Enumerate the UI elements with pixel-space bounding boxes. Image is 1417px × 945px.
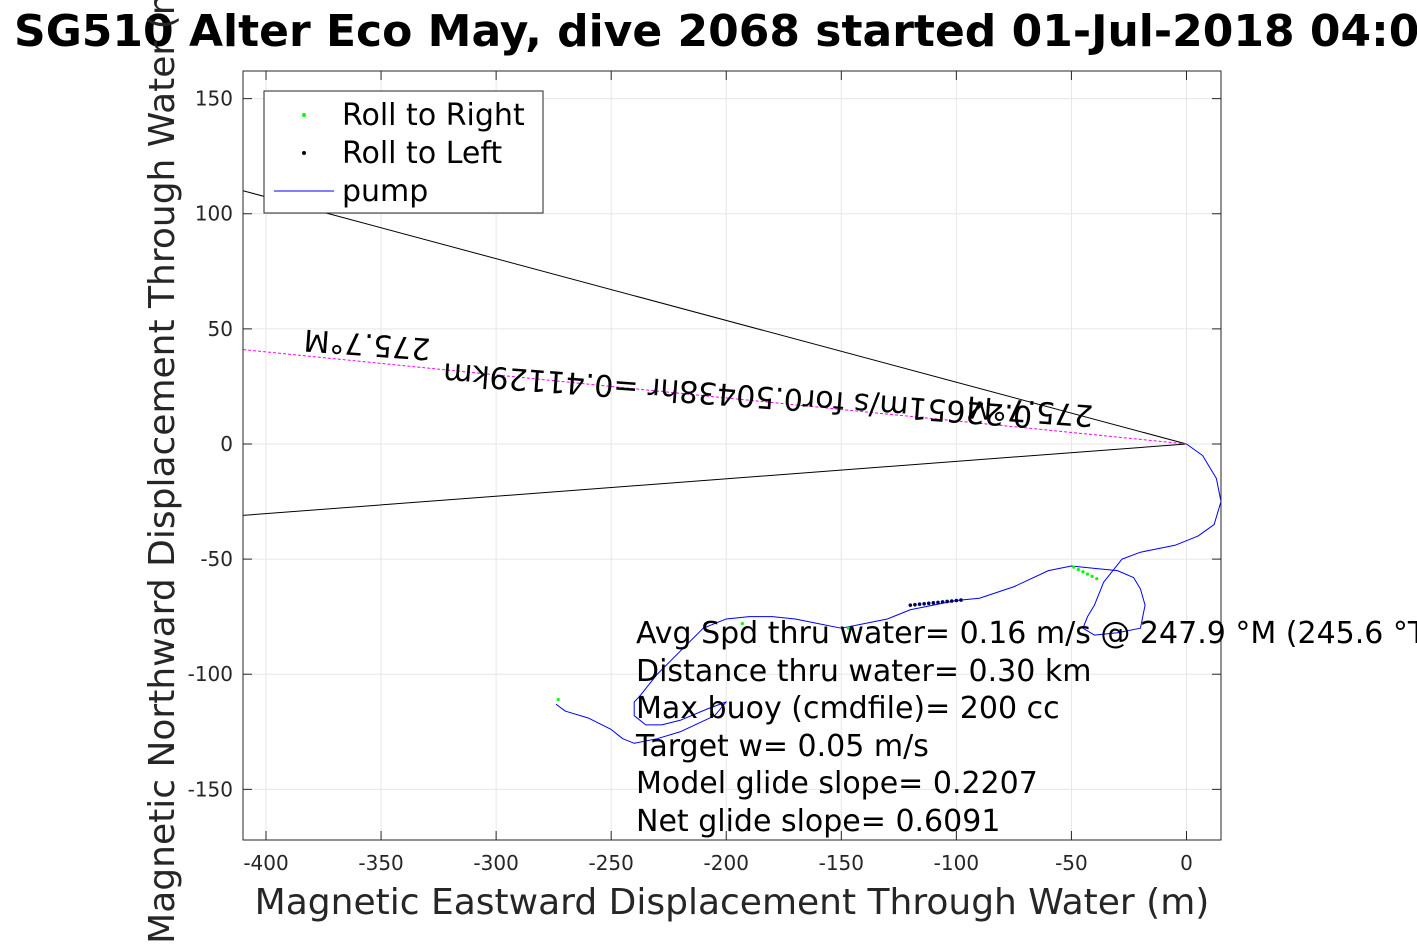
roll-right-point [556,697,560,702]
x-tick-label: 0 [1180,851,1193,875]
legend-marker-roll-right [302,113,306,117]
y-tick-label: -150 [188,777,233,801]
legend: Roll to Right Roll to Left pump [263,90,544,214]
legend-label-roll-left: Roll to Left [342,136,502,171]
reference-line-lower-bound [243,443,1187,516]
y-tick-label: 150 [195,87,233,111]
x-tick-label: -250 [588,851,633,875]
roll-left-point [931,601,936,605]
x-tick-label: -100 [934,851,979,875]
y-tick-label: -50 [200,547,233,571]
roll-left-point [936,600,940,605]
chart-title: SG510 Alter Eco May, dive 2068 started 0… [14,6,1417,57]
roll-left-point [926,601,931,606]
legend-marker-roll-left [302,151,306,155]
stats-line: Distance thru water= 0.30 km [636,654,1091,689]
roll-right-point [1076,567,1080,572]
ticks: -400 -350 -300 -250 -200 -150 -100 -50 0 150 100 50… [188,71,1221,875]
roll-right-point [740,621,744,626]
roll-left-point [949,599,954,603]
x-tick-label: -400 [243,851,288,875]
y-tick-label: 50 [208,317,233,341]
legend-label-roll-right: Roll to Right [342,98,525,133]
y-axis-label: Magnetic Northward Displacement Through … [142,0,183,944]
roll-right-point [1090,574,1094,578]
roll-right-point [1081,570,1085,574]
roll-left-point [922,601,926,606]
x-tick-label: -350 [358,851,403,875]
roll-left-point [913,602,917,607]
stats-line: Avg Spd thru water= 0.16 m/s @ 247.9 °M … [636,616,1417,651]
stats-text-block: Avg Spd thru water= 0.16 m/s @ 247.9 °M … [635,616,1417,839]
series [555,443,1221,744]
roll-left-point [917,602,922,607]
y-tick-label: -100 [188,662,233,686]
reference-lines [243,190,1187,516]
roll-right-point [1085,572,1090,576]
roll-right-point [726,677,731,681]
roll-right-point [1072,565,1076,569]
x-tick-label: -200 [704,851,749,875]
x-tick-label: -300 [473,851,518,875]
roll-left-point [940,600,945,604]
reference-line-upper-bound [243,190,1187,445]
stats-line: Model glide slope= 0.2207 [636,766,1038,801]
markers [556,565,1099,702]
x-axis-label: Magnetic Eastward Displacement Through W… [255,882,1210,923]
roll-left-point [945,599,949,604]
roll-right-point [846,626,850,630]
stats-line: Target w= 0.05 m/s [635,729,929,764]
stats-line: Max buoy (cmdfile)= 200 cc [636,691,1060,726]
legend-label-pump: pump [342,174,428,209]
x-tick-label: -50 [1055,851,1088,875]
plot-frame [242,70,1222,841]
roll-right-point [1095,577,1099,581]
y-tick-label: 0 [220,432,233,456]
roll-left-point [959,598,963,602]
stats-line: Net glide slope= 0.6091 [636,804,1000,839]
legend-box [263,90,544,214]
reference-line-heading [243,349,1187,445]
y-tick-label: 100 [195,202,233,226]
roll-left-point [908,603,913,607]
series-line-track [555,443,1221,744]
x-tick-label: -150 [819,851,864,875]
roll-left-point [954,598,959,603]
